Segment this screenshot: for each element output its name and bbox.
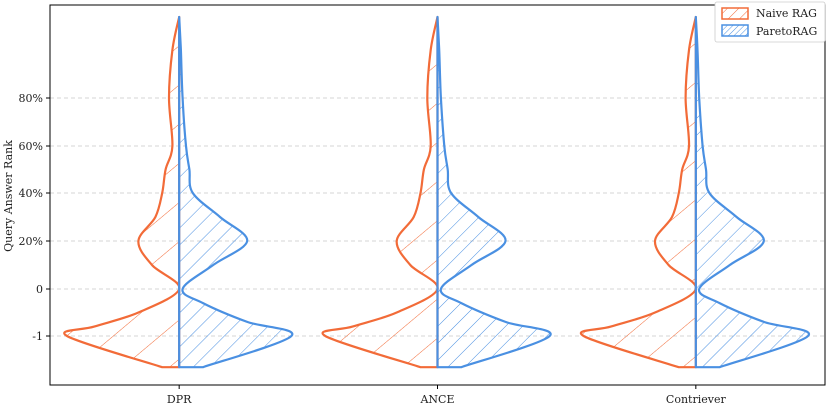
violin-ance-paretorag [436, 15, 552, 369]
x-tick-label-ance: ANCE [419, 393, 454, 406]
y-tick-label-1: 0 [36, 283, 43, 296]
axes: -1 0 20% 40% 60% 80% DPR ANCE Contriever [19, 4, 826, 406]
violin-ance-naive-rag [321, 15, 439, 369]
legend: Naive RAG ParetoRAG [714, 1, 826, 43]
legend-swatch-naive-rag [721, 7, 749, 20]
violin-contriever-paretorag [694, 15, 810, 369]
violins [63, 15, 810, 369]
y-tick-label-5: 80% [19, 92, 43, 105]
violin-contriever-naive-rag [579, 15, 697, 369]
x-tick-label-dpr: DPR [167, 393, 192, 406]
y-axis-label: Query Answer Rank [2, 140, 15, 252]
legend-swatch-paretorag [721, 24, 749, 37]
violin-dpr-naive-rag [63, 15, 181, 369]
x-tick-label-contriever: Contriever [666, 393, 727, 406]
y-tick-label-4: 60% [19, 140, 43, 153]
violin-dpr-paretorag [178, 15, 294, 369]
legend-label-naive-rag: Naive RAG [756, 7, 817, 20]
y-tick-label-0: -1 [32, 330, 43, 343]
y-tick-label-2: 20% [19, 235, 43, 248]
y-tick-label-3: 40% [19, 187, 43, 200]
legend-label-paretorag: ParetoRAG [756, 25, 817, 38]
